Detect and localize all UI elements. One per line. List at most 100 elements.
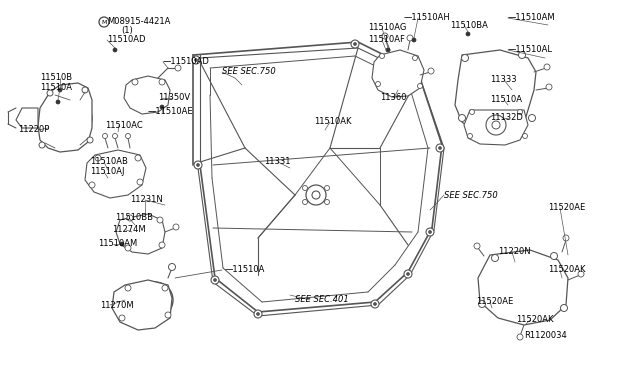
Circle shape	[125, 245, 131, 251]
Polygon shape	[464, 110, 528, 145]
Polygon shape	[455, 50, 536, 138]
Circle shape	[374, 302, 376, 305]
Circle shape	[143, 90, 153, 100]
Circle shape	[518, 51, 525, 58]
Circle shape	[303, 199, 307, 205]
Circle shape	[563, 235, 569, 241]
Text: —11510AH: —11510AH	[404, 13, 451, 22]
Circle shape	[137, 282, 173, 318]
Circle shape	[546, 84, 552, 90]
Circle shape	[168, 263, 175, 270]
Text: 11510A: 11510A	[40, 83, 72, 93]
Circle shape	[135, 155, 141, 161]
Circle shape	[58, 88, 62, 92]
Circle shape	[470, 109, 474, 115]
Circle shape	[474, 243, 480, 249]
Circle shape	[140, 227, 150, 237]
Circle shape	[394, 69, 406, 81]
Circle shape	[353, 42, 356, 45]
Text: 11350V: 11350V	[158, 93, 190, 103]
Circle shape	[492, 121, 500, 129]
Text: 11510AM: 11510AM	[98, 240, 137, 248]
Circle shape	[113, 134, 118, 138]
Polygon shape	[116, 214, 165, 254]
Text: SEE SEC.750: SEE SEC.750	[444, 190, 498, 199]
Circle shape	[386, 61, 414, 89]
Circle shape	[312, 191, 320, 199]
Circle shape	[500, 263, 544, 307]
Circle shape	[458, 115, 465, 122]
Circle shape	[196, 164, 200, 167]
Polygon shape	[112, 280, 172, 330]
Circle shape	[406, 273, 410, 276]
Circle shape	[436, 144, 444, 152]
Text: SEE SEC.401: SEE SEC.401	[295, 295, 349, 305]
Circle shape	[461, 55, 468, 61]
Circle shape	[137, 179, 143, 185]
Circle shape	[157, 217, 163, 223]
Circle shape	[380, 54, 385, 58]
Polygon shape	[124, 76, 170, 114]
Circle shape	[426, 228, 434, 236]
Circle shape	[417, 83, 422, 89]
Text: 11274M: 11274M	[112, 225, 146, 234]
Text: 11220P: 11220P	[18, 125, 49, 135]
Text: 11510AG: 11510AG	[368, 23, 406, 32]
Text: 11520AK: 11520AK	[516, 315, 554, 324]
Text: 11510AF: 11510AF	[368, 35, 405, 45]
Circle shape	[173, 224, 179, 230]
Text: —11510AE: —11510AE	[148, 108, 194, 116]
Circle shape	[125, 285, 131, 291]
Circle shape	[386, 48, 390, 52]
Circle shape	[56, 100, 60, 104]
Circle shape	[127, 215, 133, 221]
Text: —11510AD: —11510AD	[163, 58, 210, 67]
Circle shape	[52, 98, 92, 138]
Text: 11331: 11331	[264, 157, 291, 167]
Text: 11510A: 11510A	[490, 96, 522, 105]
Circle shape	[99, 17, 109, 27]
Circle shape	[376, 81, 381, 87]
Text: 11520AK: 11520AK	[548, 266, 586, 275]
Circle shape	[87, 137, 93, 143]
Circle shape	[192, 56, 200, 64]
Circle shape	[429, 231, 431, 234]
Circle shape	[159, 79, 165, 85]
Circle shape	[324, 186, 330, 190]
Text: —11510AL: —11510AL	[508, 45, 553, 55]
Text: 11510BA: 11510BA	[450, 20, 488, 29]
Circle shape	[211, 276, 219, 284]
Circle shape	[120, 242, 124, 246]
Circle shape	[162, 285, 168, 291]
Circle shape	[195, 58, 198, 61]
Circle shape	[351, 40, 359, 48]
Circle shape	[113, 48, 117, 52]
Circle shape	[486, 115, 506, 135]
Circle shape	[69, 115, 75, 121]
Text: 11510BB: 11510BB	[115, 214, 153, 222]
Circle shape	[544, 64, 550, 70]
Circle shape	[414, 70, 422, 78]
Text: 11510AB: 11510AB	[90, 157, 128, 167]
Polygon shape	[38, 83, 92, 152]
Circle shape	[47, 90, 53, 96]
Circle shape	[492, 254, 499, 262]
Polygon shape	[16, 108, 38, 128]
Text: (1): (1)	[121, 26, 132, 35]
Circle shape	[522, 134, 527, 138]
Text: 11510B: 11510B	[40, 74, 72, 83]
Circle shape	[133, 220, 157, 244]
Circle shape	[125, 134, 131, 138]
Text: 11270M: 11270M	[100, 301, 134, 310]
Circle shape	[479, 301, 486, 308]
Circle shape	[467, 134, 472, 138]
Text: 11360: 11360	[380, 93, 406, 103]
Polygon shape	[478, 250, 568, 325]
Text: 11510AJ: 11510AJ	[90, 167, 125, 176]
Text: 11510AK: 11510AK	[314, 118, 351, 126]
Polygon shape	[85, 150, 146, 198]
Circle shape	[104, 161, 132, 189]
Circle shape	[159, 242, 165, 248]
Circle shape	[306, 185, 326, 205]
Polygon shape	[372, 50, 424, 97]
